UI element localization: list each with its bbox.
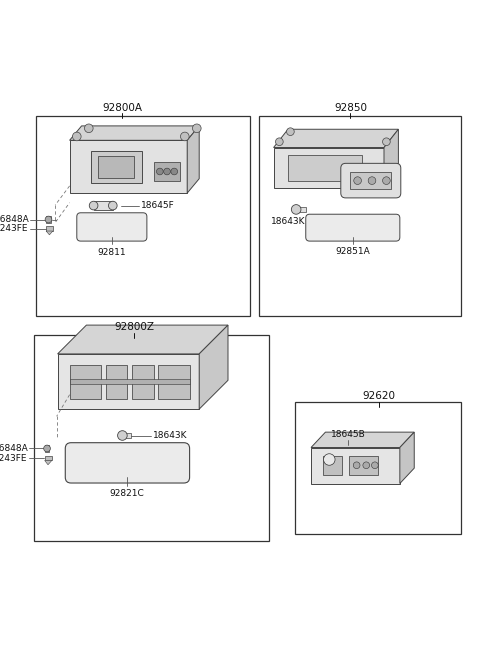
FancyBboxPatch shape [341, 163, 401, 198]
Bar [94, 201, 113, 210]
Circle shape [45, 216, 52, 223]
Circle shape [276, 138, 283, 145]
Polygon shape [45, 460, 52, 465]
Bar [91, 151, 142, 183]
Circle shape [324, 454, 335, 465]
Circle shape [354, 177, 361, 185]
Bar [259, 117, 461, 316]
Text: 92800Z: 92800Z [114, 322, 155, 333]
Circle shape [84, 124, 93, 132]
Bar [132, 365, 154, 398]
Polygon shape [58, 325, 228, 354]
Bar [34, 335, 269, 541]
Polygon shape [400, 432, 414, 483]
Text: 92850: 92850 [334, 103, 367, 113]
Circle shape [171, 168, 178, 175]
Bar [36, 117, 250, 316]
Circle shape [72, 132, 81, 141]
Circle shape [372, 462, 378, 468]
Bar [45, 456, 52, 460]
Text: 1243FE: 1243FE [0, 453, 28, 462]
Bar [288, 155, 362, 181]
Circle shape [363, 462, 370, 468]
Circle shape [118, 431, 127, 440]
Circle shape [287, 128, 294, 136]
Text: 92821C: 92821C [110, 489, 144, 498]
Circle shape [192, 124, 201, 132]
Circle shape [164, 168, 170, 175]
Polygon shape [58, 354, 199, 409]
Bar [70, 365, 101, 398]
Polygon shape [274, 147, 384, 188]
Bar [158, 365, 190, 398]
Text: 86848A: 86848A [0, 444, 28, 453]
FancyBboxPatch shape [65, 443, 190, 483]
Polygon shape [70, 140, 187, 193]
Text: 18643K: 18643K [153, 431, 187, 440]
Bar [106, 365, 127, 398]
Bar [295, 402, 461, 534]
Polygon shape [187, 126, 199, 193]
FancyBboxPatch shape [77, 213, 147, 241]
Text: 92800A: 92800A [102, 103, 143, 113]
Polygon shape [199, 325, 228, 409]
Bar [296, 206, 306, 212]
Text: 92620: 92620 [363, 391, 396, 401]
Circle shape [156, 168, 163, 175]
Polygon shape [70, 126, 199, 140]
Bar [122, 432, 131, 438]
Text: 1243FE: 1243FE [0, 224, 29, 233]
Text: 92811: 92811 [97, 248, 126, 257]
Bar [46, 226, 53, 231]
Bar [154, 162, 180, 181]
Circle shape [383, 177, 390, 185]
Circle shape [368, 177, 376, 185]
Circle shape [108, 201, 117, 210]
Text: 18643K: 18643K [271, 217, 305, 226]
Bar [350, 172, 391, 189]
Bar [45, 445, 49, 452]
Text: 92851A: 92851A [336, 248, 370, 256]
Text: 18645F: 18645F [141, 201, 175, 210]
Text: 86848A: 86848A [0, 215, 29, 224]
Bar [70, 379, 190, 384]
Circle shape [89, 201, 98, 210]
Bar [349, 456, 378, 475]
Circle shape [180, 132, 189, 141]
Polygon shape [311, 447, 400, 483]
Circle shape [383, 138, 390, 145]
Circle shape [353, 462, 360, 468]
Polygon shape [274, 129, 398, 147]
Text: 18645B: 18645B [331, 430, 365, 439]
Circle shape [44, 445, 50, 452]
Polygon shape [311, 432, 414, 447]
Circle shape [291, 204, 301, 214]
Polygon shape [46, 231, 53, 235]
Bar [323, 456, 342, 475]
Polygon shape [384, 129, 398, 188]
FancyBboxPatch shape [306, 214, 400, 241]
Bar [98, 156, 134, 178]
Bar [46, 216, 51, 223]
